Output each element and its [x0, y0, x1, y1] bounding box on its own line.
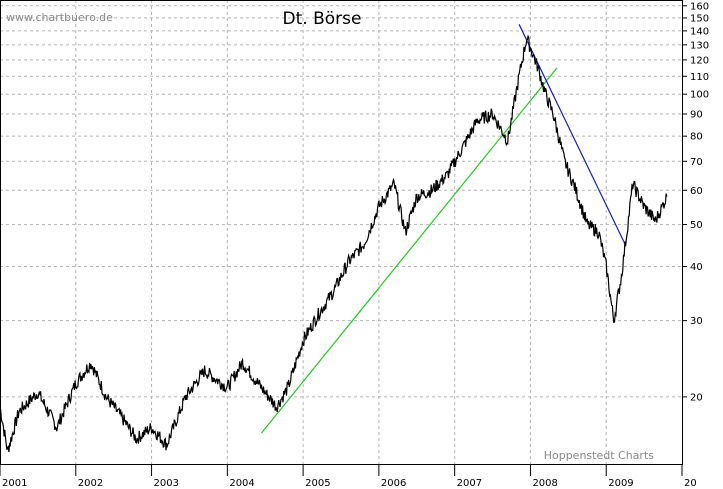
- y-tick-label: 100: [690, 90, 709, 101]
- x-tick-label: 2006: [381, 478, 406, 489]
- y-tick-label: 130: [690, 40, 709, 51]
- price-series-line: [0, 34, 668, 453]
- y-tick-label: 40: [690, 262, 703, 273]
- x-tick-label: 20: [684, 478, 697, 489]
- y-tick-label: 120: [690, 55, 709, 66]
- x-tick-label: 2005: [305, 478, 330, 489]
- x-axis: 2001 2002 2003 2004 2005 2006 2007 2008 2009 20: [0, 464, 697, 489]
- y-tick-label: 30: [690, 316, 703, 327]
- y-tick-label: 50: [690, 220, 703, 231]
- y-tick-label: 20: [690, 392, 703, 403]
- y-tick-label: 140: [690, 26, 709, 37]
- x-tick-label: 2001: [2, 478, 27, 489]
- trend-line: [260, 67, 558, 434]
- y-tick-label: 90: [690, 110, 703, 121]
- y-tick-label: 160: [690, 1, 709, 12]
- plot-frame: [0, 0, 683, 465]
- x-tick-label: 2008: [532, 478, 557, 489]
- x-tick-label: 2004: [229, 478, 254, 489]
- x-tick-label: 2007: [457, 478, 482, 489]
- watermark-text: www.chartbuero.de: [6, 11, 113, 24]
- source-text: Hoppenstedt Charts: [544, 449, 655, 462]
- y-tick-label: 80: [690, 132, 703, 143]
- y-tick-label: 150: [690, 13, 709, 24]
- y-tick-label: 110: [690, 72, 709, 83]
- chart-title: Dt. Börse: [283, 9, 362, 29]
- y-tick-label: 70: [690, 157, 703, 168]
- y-tick-label: 60: [690, 186, 703, 197]
- x-tick-label: 2009: [608, 478, 633, 489]
- x-tick-label: 2003: [154, 478, 179, 489]
- x-tick-label: 2002: [78, 478, 103, 489]
